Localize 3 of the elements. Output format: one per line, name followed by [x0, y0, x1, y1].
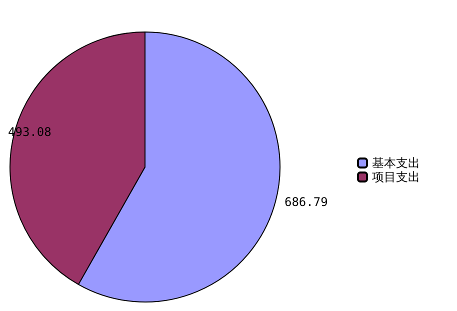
legend-label: 项目支出: [372, 170, 420, 184]
data-label: 686.79: [284, 194, 328, 209]
legend-label: 基本支出: [372, 156, 420, 170]
